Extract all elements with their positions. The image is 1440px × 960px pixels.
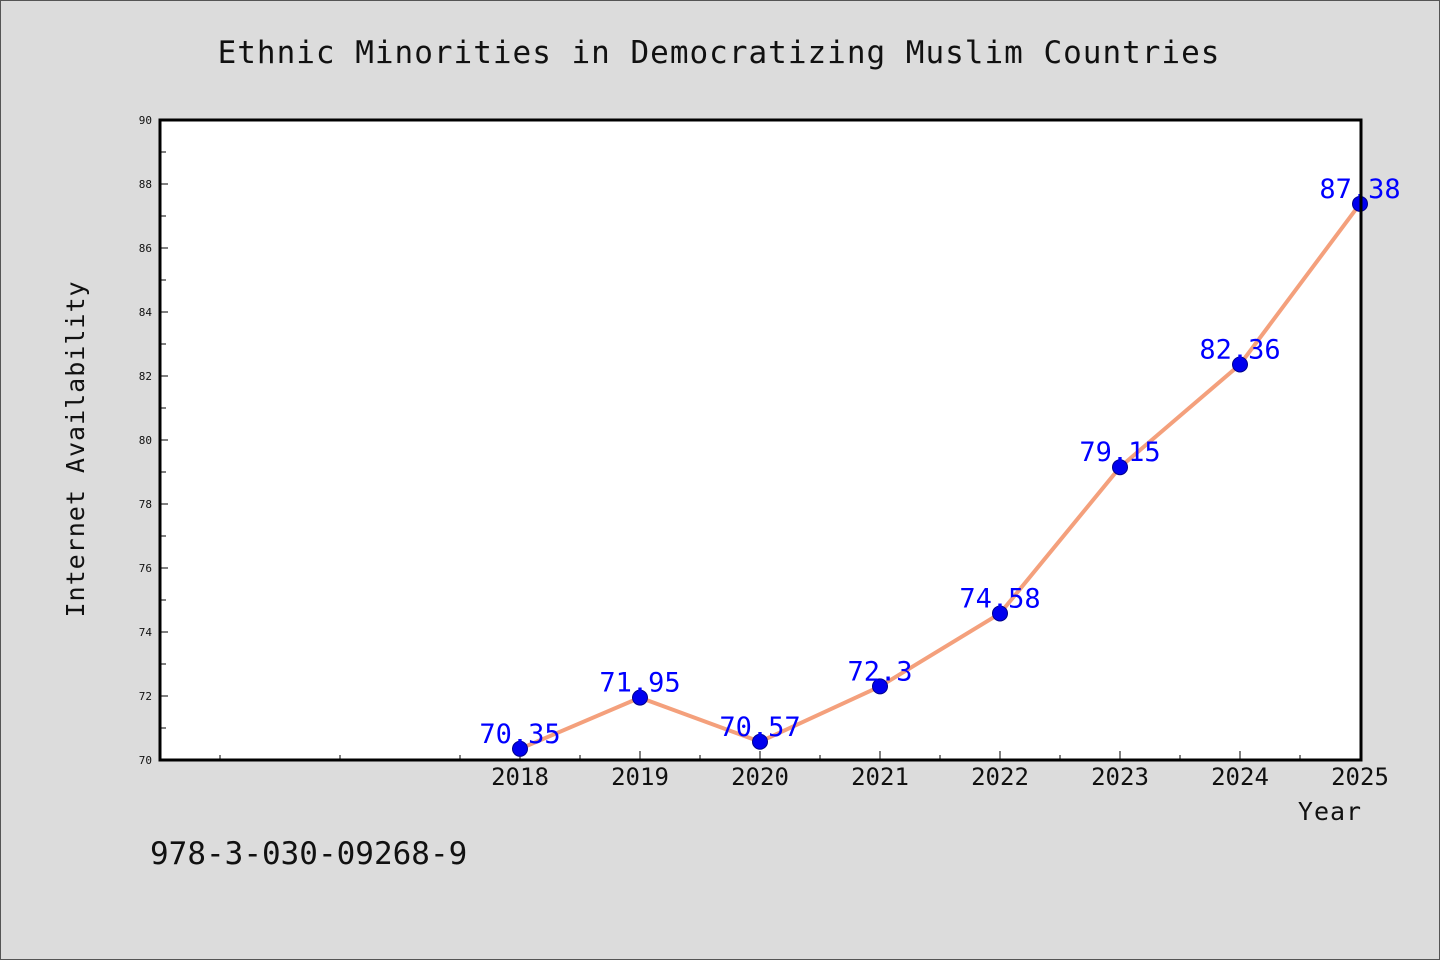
data-label: 82.36 xyxy=(1199,334,1280,365)
x-tick-label: 2025 xyxy=(1331,763,1389,791)
y-tick-label: 72 xyxy=(139,690,152,703)
y-tick-label: 88 xyxy=(139,178,152,191)
plot-area xyxy=(160,120,1361,760)
y-tick-label: 80 xyxy=(139,434,152,447)
plot-border xyxy=(158,118,1363,762)
data-point xyxy=(752,733,768,750)
x-tick-label: 2023 xyxy=(1091,763,1149,791)
x-tick-label: 2019 xyxy=(611,763,669,791)
data-point xyxy=(512,740,528,757)
data-point xyxy=(872,678,888,695)
data-label: 72.3 xyxy=(847,656,912,687)
footer-isbn: 978-3-030-09268-9 xyxy=(150,836,467,872)
data-point xyxy=(632,689,648,706)
data-label: 70.35 xyxy=(479,719,560,750)
x-tick-label: 2018 xyxy=(491,763,549,791)
x-axis-label: Year xyxy=(1298,797,1362,826)
axes: 70 72 74 76 78 80 82 84 86 88 90 2018 2019 2020 2021 20… xyxy=(139,114,1389,791)
y-tick-label: 78 xyxy=(139,498,152,511)
y-tick-label: 70 xyxy=(139,754,152,767)
data-label: 71.95 xyxy=(599,668,680,699)
data-label: 70.57 xyxy=(719,712,800,743)
y-tick-label: 74 xyxy=(139,626,153,639)
data-point xyxy=(1112,459,1128,476)
data-point xyxy=(1232,356,1248,373)
data-label: 79.15 xyxy=(1079,437,1160,468)
x-tick-label: 2021 xyxy=(851,763,909,791)
y-tick-label: 86 xyxy=(139,242,152,255)
chart-title: Ethnic Minorities in Democratizing Musli… xyxy=(218,35,1221,71)
y-axis-label: Internet Availability xyxy=(61,280,90,617)
y-tick-label: 84 xyxy=(139,306,153,319)
y-tick-label: 82 xyxy=(139,370,152,383)
x-tick-label: 2020 xyxy=(731,763,789,791)
y-tick-label: 76 xyxy=(139,562,152,575)
y-tick-label: 90 xyxy=(139,114,152,127)
x-tick-label: 2024 xyxy=(1211,763,1269,791)
data-label: 74.58 xyxy=(959,583,1040,614)
x-tick-label: 2022 xyxy=(971,763,1029,791)
series-line xyxy=(519,202,1362,751)
data-point xyxy=(992,605,1008,622)
